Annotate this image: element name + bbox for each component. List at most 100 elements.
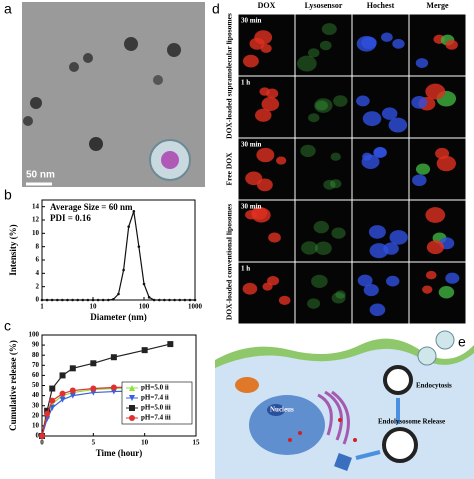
organelle bbox=[334, 453, 352, 471]
cell-signal bbox=[412, 174, 427, 187]
column-header: Hochest bbox=[367, 1, 395, 10]
group-label: DOX-loaded conventional liposomes bbox=[225, 204, 234, 320]
x-axis-label: Diameter (nm) bbox=[90, 312, 147, 322]
endocytosis-label: Endocytosis bbox=[416, 382, 452, 390]
point bbox=[183, 298, 187, 302]
cell-signal bbox=[362, 152, 373, 161]
cell-signal bbox=[330, 152, 341, 161]
cell-signal bbox=[383, 242, 399, 255]
point bbox=[178, 298, 181, 302]
point bbox=[66, 298, 69, 302]
cell-signal bbox=[321, 23, 337, 36]
y-tick-label: 8 bbox=[36, 242, 40, 250]
nucleolus bbox=[267, 404, 285, 416]
legend-marker bbox=[129, 385, 135, 391]
point bbox=[137, 245, 141, 248]
point bbox=[44, 410, 51, 417]
x-tick-label: 1000 bbox=[188, 303, 203, 311]
diagram: Nucleus Endocytosis Endolysosome Release bbox=[215, 330, 474, 479]
point bbox=[59, 396, 66, 403]
column-header: DOX bbox=[258, 1, 276, 10]
cell-signal bbox=[307, 48, 320, 58]
row-time: 30 min bbox=[241, 141, 262, 149]
cell-signal bbox=[297, 55, 317, 72]
point bbox=[96, 298, 100, 302]
y-axis-label: Intensity (%) bbox=[8, 224, 18, 275]
cell-signal bbox=[415, 163, 431, 175]
point bbox=[117, 292, 120, 296]
particle bbox=[83, 53, 93, 63]
legend-marker bbox=[129, 395, 135, 401]
cell-signal bbox=[313, 220, 329, 234]
y-tick-label: 50 bbox=[32, 381, 40, 389]
point bbox=[110, 354, 117, 361]
tem-image: 50 nm bbox=[22, 2, 205, 187]
point bbox=[127, 225, 130, 228]
cell-signal bbox=[385, 275, 400, 287]
group-label: DOX-loaded supramolecular liposomes bbox=[225, 13, 234, 139]
liposome bbox=[435, 330, 455, 350]
scale-label: 50 nm bbox=[26, 170, 55, 181]
point bbox=[81, 298, 85, 302]
mitochondrion bbox=[235, 377, 259, 393]
cell-signal bbox=[415, 58, 429, 69]
cell-signal bbox=[445, 272, 460, 284]
cell-signal bbox=[245, 171, 263, 186]
point bbox=[122, 268, 125, 272]
x-tick-label: 10 bbox=[90, 303, 98, 311]
point bbox=[39, 433, 45, 439]
y-axis-label: Cumulative release (%) bbox=[8, 340, 18, 431]
point bbox=[69, 392, 76, 399]
point bbox=[59, 390, 66, 397]
micrograph bbox=[295, 14, 352, 76]
point bbox=[147, 296, 151, 299]
y-tick-label: 0 bbox=[36, 432, 40, 440]
cell-signal bbox=[323, 179, 336, 190]
point bbox=[188, 298, 192, 302]
particle bbox=[153, 75, 163, 85]
cell-signal bbox=[331, 292, 346, 304]
cell-signal bbox=[315, 100, 328, 111]
y-tick-label: 20 bbox=[32, 411, 40, 419]
point bbox=[86, 298, 90, 302]
cell-signal bbox=[389, 230, 408, 245]
endosome bbox=[383, 365, 413, 395]
point bbox=[168, 298, 171, 302]
series-line bbox=[42, 211, 195, 301]
cell-signal bbox=[381, 107, 398, 120]
point bbox=[59, 372, 66, 379]
golgi bbox=[317, 390, 350, 445]
point bbox=[112, 298, 115, 301]
point bbox=[90, 385, 97, 392]
point bbox=[141, 347, 148, 354]
panel-label: d bbox=[212, 1, 220, 17]
particle bbox=[167, 43, 181, 57]
cell-signal bbox=[425, 207, 446, 223]
endolysosome bbox=[382, 427, 418, 463]
panel-label: a bbox=[4, 1, 12, 17]
legend-marker bbox=[129, 405, 135, 411]
cell-signal bbox=[311, 274, 328, 288]
x-tick-label: 10 bbox=[141, 439, 149, 447]
cell-signal bbox=[331, 227, 346, 239]
cell-signal bbox=[333, 95, 348, 107]
cell-signal bbox=[373, 147, 387, 158]
point bbox=[61, 298, 64, 302]
cell-signal bbox=[422, 285, 433, 294]
cell-signal bbox=[315, 241, 332, 255]
point bbox=[44, 407, 51, 414]
cell-signal bbox=[262, 282, 273, 291]
cell-signal bbox=[445, 39, 458, 50]
legend-label: pH=7.4 ii bbox=[141, 394, 169, 402]
point bbox=[90, 360, 97, 367]
y-tick-label: 80 bbox=[32, 351, 40, 359]
particle bbox=[124, 37, 138, 51]
y-tick-label: 60 bbox=[32, 371, 40, 379]
point bbox=[163, 298, 166, 302]
cell-signal bbox=[425, 270, 437, 280]
particle bbox=[89, 137, 103, 151]
cell-signal bbox=[438, 286, 455, 299]
nucleus-label: Nucleus bbox=[270, 406, 294, 414]
cell-signal bbox=[254, 30, 273, 45]
